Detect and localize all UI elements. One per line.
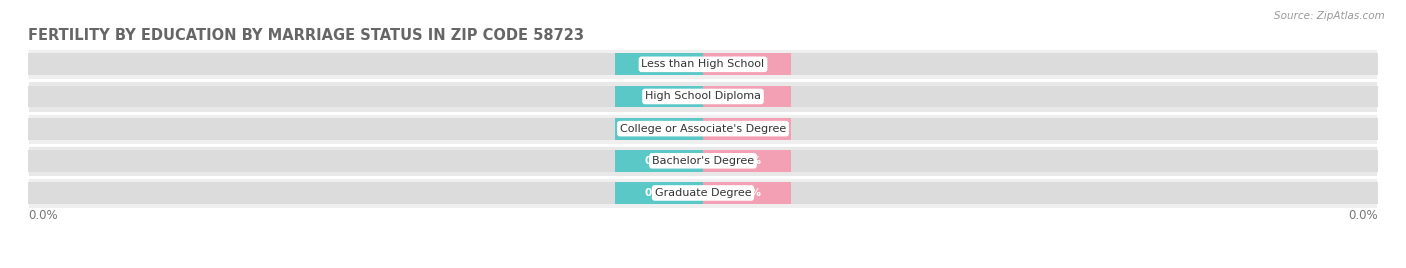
Text: 0.0%: 0.0% xyxy=(28,209,58,222)
Bar xyxy=(616,53,703,75)
Bar xyxy=(703,53,790,75)
Bar xyxy=(28,150,1378,172)
Bar xyxy=(28,80,1378,113)
Text: College or Associate's Degree: College or Associate's Degree xyxy=(620,124,786,134)
Bar xyxy=(616,118,703,140)
Text: Source: ZipAtlas.com: Source: ZipAtlas.com xyxy=(1274,11,1385,21)
Bar xyxy=(616,182,703,204)
Bar xyxy=(616,85,703,107)
Bar xyxy=(28,145,1378,177)
Text: 0.0%: 0.0% xyxy=(733,156,762,166)
Text: Bachelor's Degree: Bachelor's Degree xyxy=(652,156,754,166)
Bar xyxy=(28,113,1378,145)
Legend: Married, Unmarried: Married, Unmarried xyxy=(612,263,794,268)
Text: High School Diploma: High School Diploma xyxy=(645,91,761,102)
Text: 0.0%: 0.0% xyxy=(644,156,673,166)
Bar xyxy=(703,118,790,140)
Text: 0.0%: 0.0% xyxy=(644,91,673,102)
Text: 0.0%: 0.0% xyxy=(733,124,762,134)
Text: 0.0%: 0.0% xyxy=(644,124,673,134)
Text: 0.0%: 0.0% xyxy=(733,91,762,102)
Bar xyxy=(616,150,703,172)
Bar xyxy=(703,182,790,204)
Bar xyxy=(28,53,1378,75)
Bar xyxy=(28,177,1378,209)
Text: 0.0%: 0.0% xyxy=(644,59,673,69)
Bar xyxy=(703,85,790,107)
Text: FERTILITY BY EDUCATION BY MARRIAGE STATUS IN ZIP CODE 58723: FERTILITY BY EDUCATION BY MARRIAGE STATU… xyxy=(28,28,583,43)
Bar xyxy=(28,182,1378,204)
Text: Less than High School: Less than High School xyxy=(641,59,765,69)
Text: 0.0%: 0.0% xyxy=(733,188,762,198)
Text: 0.0%: 0.0% xyxy=(644,188,673,198)
Text: Graduate Degree: Graduate Degree xyxy=(655,188,751,198)
Text: 0.0%: 0.0% xyxy=(733,59,762,69)
Text: 0.0%: 0.0% xyxy=(1348,209,1378,222)
Bar xyxy=(703,150,790,172)
Bar xyxy=(28,118,1378,140)
Bar xyxy=(28,85,1378,107)
Bar xyxy=(28,48,1378,80)
